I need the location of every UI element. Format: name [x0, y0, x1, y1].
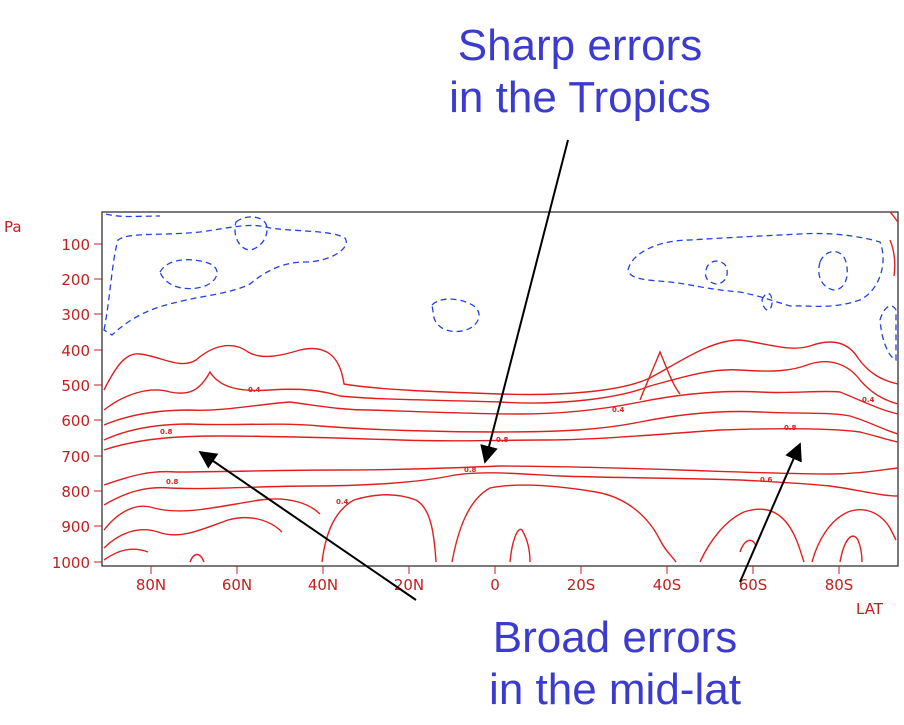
- neg-contour: [761, 292, 773, 311]
- contour-label: 0.4: [612, 406, 625, 414]
- y-tick-label: 800: [61, 483, 90, 501]
- plot-frame: [101, 211, 899, 567]
- positive-contours: [103, 211, 899, 563]
- pos-contour: [103, 548, 149, 561]
- neg-contour: [818, 250, 848, 291]
- y-tick-800: 800: [61, 483, 102, 501]
- negative-contours: [103, 213, 897, 361]
- contour-label: 0.8: [496, 436, 509, 444]
- x-ticks: 80N 60N 40N 20N 0 20S 40S 60S 80S: [136, 566, 853, 594]
- pos-contour: [889, 239, 896, 277]
- x-tick-60N: 60N: [222, 566, 252, 594]
- x-tick-20S: 20S: [567, 566, 596, 594]
- y-tick-400: 400: [61, 342, 102, 360]
- pos-contour: [839, 535, 863, 563]
- arrow-tropics: [480, 139, 569, 464]
- y-tick-label: 100: [61, 236, 90, 254]
- x-tick-80N: 80N: [136, 566, 166, 594]
- contour-label: 0.4: [862, 396, 875, 404]
- pos-contour: [321, 494, 437, 563]
- x-tick-label: 40S: [653, 576, 682, 594]
- y-tick-label: 900: [61, 518, 90, 536]
- x-axis-label: LAT: [856, 600, 884, 618]
- x-tick-label: 80N: [136, 576, 166, 594]
- y-tick-300: 300: [61, 306, 102, 324]
- y-tick-200: 200: [61, 271, 102, 289]
- pos-contour: [103, 465, 899, 486]
- x-tick-label: 0: [490, 576, 500, 594]
- y-tick-700: 700: [61, 448, 102, 466]
- pos-contour: [451, 484, 677, 563]
- arrow-midlat-north: [198, 450, 417, 601]
- pos-contour: [889, 211, 899, 223]
- y-tick-100: 100: [61, 236, 102, 254]
- pos-contour: [103, 498, 321, 531]
- y-tick-900: 900: [61, 518, 102, 536]
- y-tick-500: 500: [61, 377, 102, 395]
- pos-contour: [189, 553, 205, 563]
- annotation-top-line1: Sharp errors: [457, 21, 703, 70]
- annotation-top-line2: in the Tropics: [449, 73, 711, 122]
- pos-contour: [103, 410, 899, 441]
- x-tick-label: 80S: [825, 576, 854, 594]
- y-tick-label: 700: [61, 448, 90, 466]
- neg-contour: [879, 305, 897, 361]
- contour-label: 0.8: [160, 428, 173, 436]
- contour-label: 0.4: [336, 498, 349, 506]
- pos-contour: [103, 516, 283, 549]
- y-tick-label: 500: [61, 377, 90, 395]
- neg-contour: [103, 224, 347, 336]
- annotation-bottom-line1: Broad errors: [492, 613, 738, 662]
- annotation-broad-errors: Broad errors in the mid-lat: [430, 612, 800, 716]
- x-tick-label: 40N: [308, 576, 338, 594]
- y-tick-1000: 1000: [52, 554, 102, 572]
- pos-contour: [639, 350, 681, 401]
- x-tick-label: 60S: [739, 576, 768, 594]
- annotation-arrows: [198, 139, 802, 601]
- x-tick-label: 60N: [222, 576, 252, 594]
- y-tick-label: 200: [61, 271, 90, 289]
- y-tick-label: 1000: [52, 554, 90, 572]
- contour-label: 0.8: [166, 478, 179, 486]
- contour-label: 0.8: [464, 466, 477, 474]
- y-tick-label: 400: [61, 342, 90, 360]
- neg-contour: [234, 216, 268, 251]
- contour-label: 0.8: [784, 424, 797, 432]
- arrow-midlat-south: [739, 442, 802, 583]
- neg-contour: [627, 232, 884, 308]
- neg-contour: [159, 259, 218, 290]
- pos-contour: [739, 539, 757, 553]
- contour-labels: 0.4 0.4 0.8 0.8 0.8 0.8 0.6 0.4 0.8 0.4: [160, 386, 875, 506]
- y-tick-label: 300: [61, 306, 90, 324]
- annotation-bottom-line2: in the mid-lat: [489, 665, 741, 714]
- x-tick-60S: 60S: [739, 566, 768, 594]
- pos-contour: [103, 427, 899, 451]
- x-tick-label: 20N: [394, 576, 424, 594]
- x-tick-0: 0: [490, 566, 500, 594]
- x-tick-40S: 40S: [653, 566, 682, 594]
- neg-contour: [704, 260, 728, 285]
- neg-contour: [431, 298, 480, 333]
- pos-contour: [103, 472, 899, 506]
- pos-contour: [103, 339, 899, 396]
- y-tick-600: 600: [61, 412, 102, 430]
- y-axis-label: Pa: [4, 218, 22, 236]
- pos-contour: [811, 509, 897, 563]
- x-tick-label: 20S: [567, 576, 596, 594]
- annotation-sharp-errors: Sharp errors in the Tropics: [400, 20, 760, 124]
- pos-contour: [103, 390, 899, 426]
- pos-contour: [509, 528, 531, 563]
- contour-label: 0.4: [248, 386, 261, 394]
- pos-contour: [699, 508, 805, 563]
- x-tick-80S: 80S: [825, 566, 854, 594]
- x-tick-40N: 40N: [308, 566, 338, 594]
- y-tick-label: 600: [61, 412, 90, 430]
- neg-contour: [105, 213, 161, 218]
- y-ticks: 100 200 300 400 500 600 700 800 900 1000: [52, 236, 102, 572]
- contour-label: 0.6: [760, 476, 773, 484]
- x-tick-20N: 20N: [394, 566, 424, 594]
